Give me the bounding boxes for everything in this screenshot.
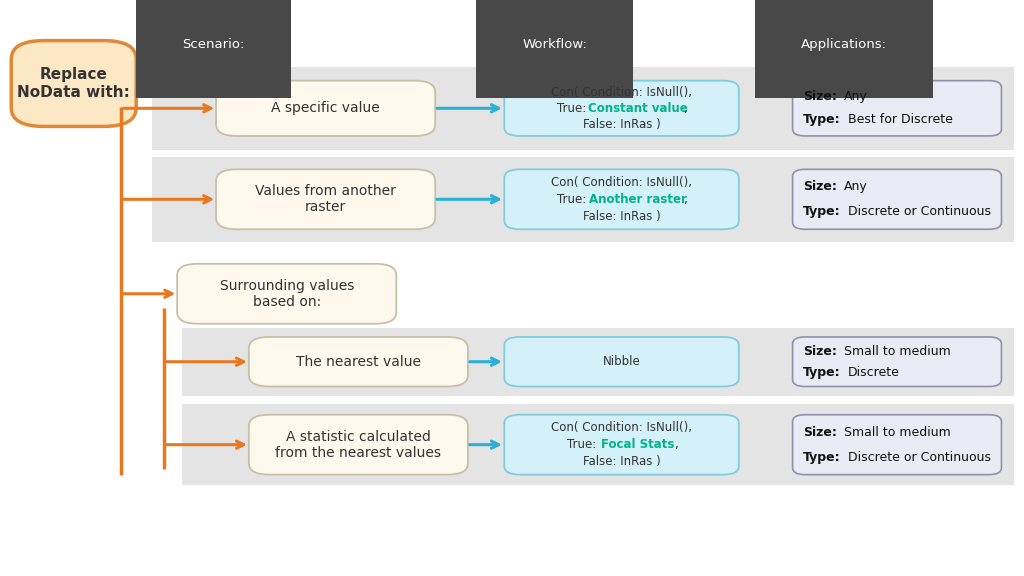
Bar: [152, 67, 1014, 150]
Text: False: InRas ): False: InRas ): [583, 118, 660, 131]
FancyBboxPatch shape: [249, 415, 468, 475]
FancyBboxPatch shape: [793, 169, 1001, 229]
FancyBboxPatch shape: [504, 81, 739, 136]
Text: Small to medium: Small to medium: [844, 426, 950, 438]
Text: ,: ,: [683, 102, 687, 115]
FancyBboxPatch shape: [11, 40, 136, 127]
Text: False: InRas ): False: InRas ): [583, 456, 660, 468]
Text: Any: Any: [844, 90, 867, 103]
Text: Workflow:: Workflow:: [522, 39, 587, 51]
Text: A statistic calculated
from the nearest values: A statistic calculated from the nearest …: [275, 430, 441, 460]
Text: Small to medium: Small to medium: [844, 345, 950, 358]
Text: Applications:: Applications:: [801, 39, 887, 51]
Bar: [182, 328, 1014, 396]
Text: The nearest value: The nearest value: [296, 355, 421, 369]
FancyBboxPatch shape: [177, 264, 396, 324]
Text: Size:: Size:: [803, 345, 837, 358]
Text: A specific value: A specific value: [271, 101, 380, 115]
Text: Discrete or Continuous: Discrete or Continuous: [848, 206, 991, 218]
FancyBboxPatch shape: [216, 81, 435, 136]
Text: Any: Any: [844, 180, 867, 193]
Text: Con( Condition: IsNull(),: Con( Condition: IsNull(),: [551, 86, 692, 99]
Text: Type:: Type:: [803, 113, 841, 127]
Text: False: InRas ): False: InRas ): [583, 210, 660, 223]
Text: Constant value: Constant value: [588, 102, 687, 115]
Text: Type:: Type:: [803, 206, 841, 218]
Bar: [152, 157, 1014, 242]
Text: ,: ,: [674, 438, 678, 451]
Text: True:: True:: [557, 193, 591, 206]
Text: Another raster: Another raster: [589, 193, 686, 206]
Bar: [182, 404, 1014, 485]
Text: Size:: Size:: [803, 426, 837, 438]
Text: True:: True:: [557, 102, 591, 115]
Text: Type:: Type:: [803, 366, 841, 378]
Text: Discrete: Discrete: [848, 366, 900, 378]
Text: ,: ,: [683, 193, 687, 206]
Text: Focal Stats: Focal Stats: [601, 438, 674, 451]
FancyBboxPatch shape: [793, 337, 1001, 386]
Text: Surrounding values
based on:: Surrounding values based on:: [219, 279, 354, 309]
Text: Size:: Size:: [803, 90, 837, 103]
Text: Replace
NoData with:: Replace NoData with:: [17, 67, 130, 100]
Text: Size:: Size:: [803, 180, 837, 193]
FancyBboxPatch shape: [249, 337, 468, 386]
Text: Con( Condition: IsNull(),: Con( Condition: IsNull(),: [551, 176, 692, 188]
Text: True:: True:: [567, 438, 600, 451]
FancyBboxPatch shape: [504, 337, 739, 386]
FancyBboxPatch shape: [216, 169, 435, 229]
FancyBboxPatch shape: [504, 415, 739, 475]
Text: Best for Discrete: Best for Discrete: [848, 113, 952, 127]
Text: Values from another
raster: Values from another raster: [255, 184, 396, 214]
Text: Con( Condition: IsNull(),: Con( Condition: IsNull(),: [551, 421, 692, 434]
FancyBboxPatch shape: [793, 81, 1001, 136]
FancyBboxPatch shape: [504, 169, 739, 229]
Text: Type:: Type:: [803, 451, 841, 464]
Text: Scenario:: Scenario:: [182, 39, 245, 51]
FancyBboxPatch shape: [793, 415, 1001, 475]
Text: Discrete or Continuous: Discrete or Continuous: [848, 451, 991, 464]
Text: Nibble: Nibble: [603, 355, 640, 368]
